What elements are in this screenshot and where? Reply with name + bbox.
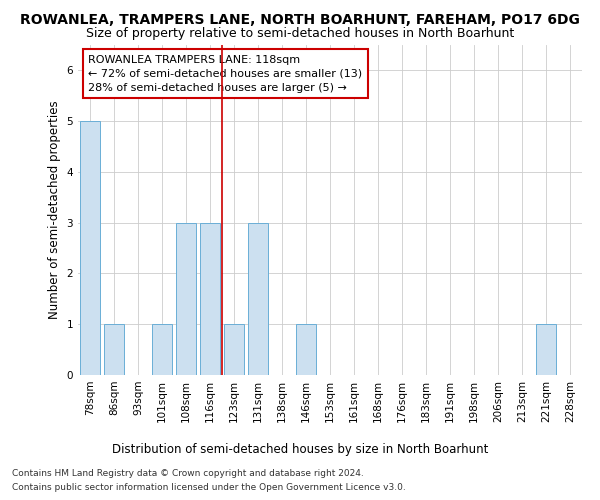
Text: ROWANLEA, TRAMPERS LANE, NORTH BOARHUNT, FAREHAM, PO17 6DG: ROWANLEA, TRAMPERS LANE, NORTH BOARHUNT,…	[20, 12, 580, 26]
Bar	[80, 121, 100, 375]
Text: ROWANLEA TRAMPERS LANE: 118sqm
← 72% of semi-detached houses are smaller (13)
28: ROWANLEA TRAMPERS LANE: 118sqm ← 72% of …	[88, 55, 362, 93]
Bar	[176, 222, 196, 375]
Bar	[152, 324, 172, 375]
Bar	[248, 222, 268, 375]
Bar	[536, 324, 556, 375]
Text: Contains public sector information licensed under the Open Government Licence v3: Contains public sector information licen…	[12, 484, 406, 492]
Bar	[296, 324, 316, 375]
Text: Size of property relative to semi-detached houses in North Boarhunt: Size of property relative to semi-detach…	[86, 28, 514, 40]
Text: Distribution of semi-detached houses by size in North Boarhunt: Distribution of semi-detached houses by …	[112, 442, 488, 456]
Text: Contains HM Land Registry data © Crown copyright and database right 2024.: Contains HM Land Registry data © Crown c…	[12, 468, 364, 477]
Bar	[200, 222, 220, 375]
Bar	[224, 324, 244, 375]
Bar	[104, 324, 124, 375]
Y-axis label: Number of semi-detached properties: Number of semi-detached properties	[48, 100, 61, 320]
